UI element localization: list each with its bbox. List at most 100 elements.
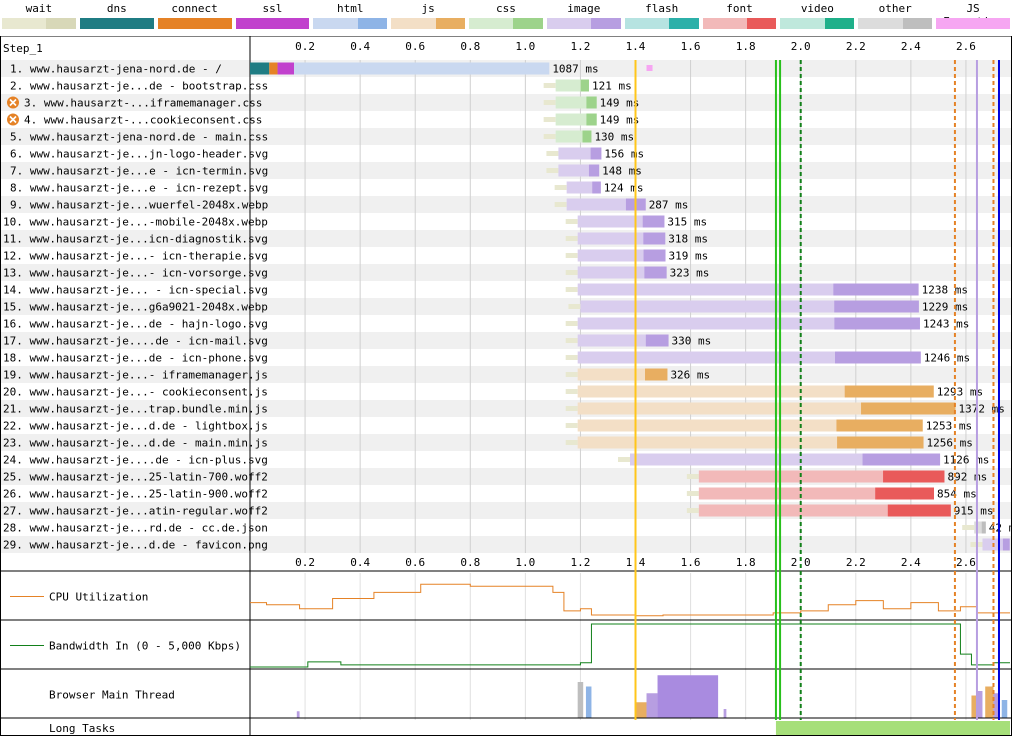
bar-download: [981, 521, 986, 534]
legend-label: css: [496, 2, 516, 15]
request-row: 15. www.hausarzt-je...g6a9021-2048x.webp…: [3, 300, 968, 314]
warning-icon-mark: [9, 98, 17, 107]
request-row: 25. www.hausarzt-je...25-latin-700.woff2…: [3, 470, 987, 484]
legend-item-js: js: [389, 0, 467, 30]
cpu-label: CPU Utilization: [49, 591, 148, 604]
bar-download: [844, 385, 934, 398]
request-duration: 1372 ms: [958, 403, 1004, 416]
request-duration: 1253 ms: [926, 420, 972, 433]
request-label: 3. www.hausarzt-...iframemanager.css: [24, 97, 262, 110]
bar-request: [577, 351, 921, 364]
bar-wait: [565, 321, 578, 326]
main-thread-activity: [646, 693, 658, 718]
legend-label: dns: [106, 2, 127, 15]
bar-wait: [686, 491, 699, 496]
tick-label-bottom: 0.4: [350, 556, 370, 569]
legend-item-image: image: [545, 0, 623, 30]
bar-request: [294, 62, 550, 75]
legend-swatch: [235, 18, 310, 29]
request-label: 11. www.hausarzt-je...icn-diagnostik.svg: [3, 233, 268, 246]
row-background: [0, 196, 1012, 213]
bar-download: [590, 147, 602, 160]
tick-label-bottom: 0.8: [460, 556, 480, 569]
bar-download: [643, 232, 666, 245]
request-label: 17. www.hausarzt-je....de - icn-mail.svg: [3, 335, 268, 348]
waterfall-chart: Step_1 0.2 0.2 0.4 0.4 0.6 0.6 0.8 0.8 1.0 1.0 1.2 1…: [0, 36, 1012, 736]
legend-swatch: [391, 18, 466, 29]
main-thread-activity: [971, 695, 977, 718]
long-tasks-label: Long Tasks: [49, 722, 115, 735]
bandwidth-panel: Bandwidth In (0 - 5,000 Kbps): [10, 623, 1010, 668]
legend-swatch: [313, 18, 388, 29]
main-thread-activity: [993, 693, 999, 718]
legend-label: image: [567, 2, 601, 15]
bar-ssl: [277, 62, 295, 75]
main-thread-activity: [577, 682, 584, 718]
legend-item-dns: dns: [78, 0, 156, 30]
request-duration: 149 ms: [600, 97, 640, 110]
request-row: 18. www.hausarzt-je...de - icn-phone.svg…: [3, 351, 970, 365]
request-duration: 1293 ms: [937, 386, 983, 399]
bar-download: [837, 436, 924, 449]
request-row: 21. www.hausarzt-je...trap.bundle.min.js…: [3, 402, 1005, 416]
request-label: 20. www.hausarzt-je...- cookieconsent.js: [3, 386, 268, 399]
legend-swatch: [936, 18, 1010, 29]
bar-wait: [686, 474, 699, 479]
request-row: 1. www.hausarzt-jena-nord.de - / 1087 ms: [10, 62, 599, 76]
request-row: 12. www.hausarzt-je...- icn-therapie.svg…: [3, 249, 708, 263]
bar-download: [586, 96, 597, 109]
row-background: [0, 366, 1012, 383]
request-duration: 148 ms: [602, 165, 642, 178]
bar-download: [833, 283, 919, 296]
request-row: 11. www.hausarzt-je...icn-diagnostik.svg…: [3, 232, 708, 246]
legend-swatch: [858, 18, 933, 29]
bar-wait: [565, 338, 578, 343]
request-row: 27. www.hausarzt-je...atin-regular.woff2…: [3, 504, 994, 518]
tick-label-bottom: 2.6: [956, 556, 976, 569]
bar-wait: [686, 508, 699, 513]
tick-label-top: 1.8: [736, 40, 756, 53]
request-duration: 1256 ms: [927, 437, 973, 450]
bar-wait: [565, 389, 578, 394]
request-duration: 121 ms: [592, 80, 632, 93]
legend-item-other: other: [856, 0, 934, 30]
legend-swatch: [624, 18, 699, 29]
bar-wait: [546, 151, 559, 156]
row-background: [0, 332, 1012, 349]
request-duration: 330 ms: [672, 335, 712, 348]
request-duration: 892 ms: [947, 471, 987, 484]
bar-connect: [269, 62, 278, 75]
legend-item-ssl: ssl: [234, 0, 312, 30]
tick-label-bottom: 1.0: [515, 556, 535, 569]
request-label: 13. www.hausarzt-je...- icn-vorsorge.svg: [3, 267, 268, 280]
bandwidth-label: Bandwidth In (0 - 5,000 Kbps): [49, 640, 241, 653]
bar-download: [861, 402, 956, 415]
request-row: 4. www.hausarzt-...cookieconsent.css 149 …: [7, 113, 640, 127]
main-thread-activity: [985, 686, 994, 718]
bar-wait: [565, 406, 578, 411]
request-label: 2. www.hausarzt-je...de - bootstrap.css: [10, 80, 268, 93]
request-duration: 915 ms: [954, 505, 994, 518]
row-background: [0, 230, 1012, 247]
bar-request: [577, 232, 666, 245]
legend-label: js: [421, 2, 435, 15]
legend-item-html: html: [311, 0, 389, 30]
tick-label-bottom: 2.0: [791, 556, 811, 569]
request-row: 14. www.hausarzt-je... - icn-special.svg…: [3, 283, 968, 297]
legend-item-wait: wait: [0, 0, 78, 30]
legend-swatch: [546, 18, 621, 29]
legend-item-font: font: [701, 0, 779, 30]
bar-download: [862, 453, 941, 466]
request-duration: 149 ms: [600, 114, 640, 127]
bar-wait: [543, 117, 556, 122]
request-row: 20. www.hausarzt-je...- cookieconsent.js…: [3, 385, 983, 399]
bar-download: [875, 487, 934, 500]
request-duration: 1243 ms: [923, 318, 969, 331]
request-duration: 318 ms: [668, 233, 708, 246]
request-duration: 315 ms: [667, 216, 707, 229]
cpu-line: [250, 583, 1010, 617]
bar-download: [642, 215, 665, 228]
legend-label: other: [878, 2, 912, 15]
step-label: Step_1: [3, 42, 43, 55]
legend-swatch: [780, 18, 855, 29]
